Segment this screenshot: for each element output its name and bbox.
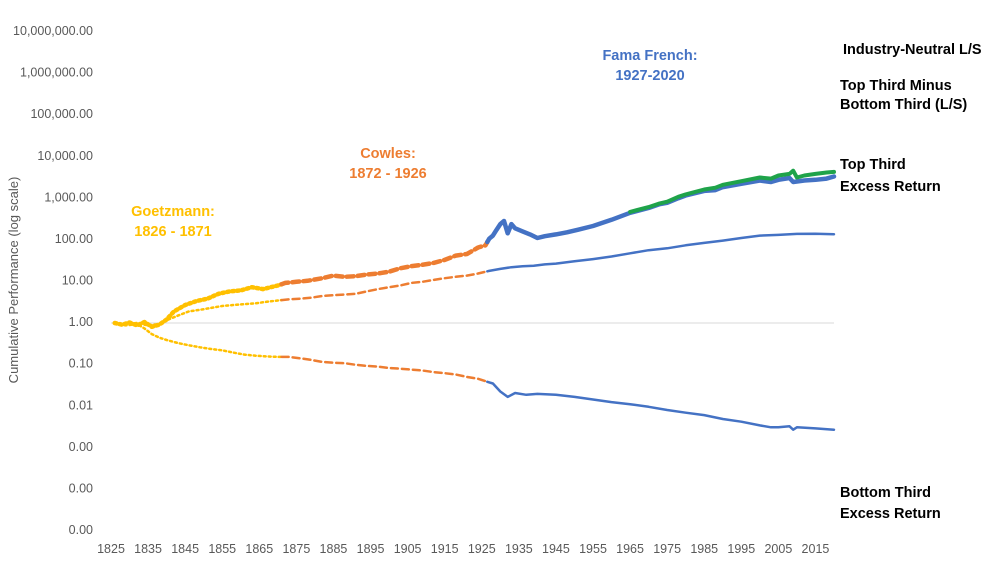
x-tick-label: 1875 (282, 542, 310, 556)
y-tick-label: 10.00 (62, 274, 93, 288)
series-bottom-third-excess-return (486, 380, 836, 431)
y-tick-label: 10,000.00 (37, 149, 93, 163)
x-tick-label: 1905 (394, 542, 422, 556)
y-tick-label: 0.00 (69, 523, 93, 537)
series-label: Top Third (840, 157, 906, 173)
series-top-third-excess-return (280, 270, 489, 302)
x-tick-label: 2005 (764, 542, 792, 556)
series-top-third-excess-return (113, 298, 283, 327)
x-tick-label: 1965 (616, 542, 644, 556)
x-tick-label: 1895 (357, 542, 385, 556)
x-tick-label: 1855 (208, 542, 236, 556)
y-tick-label: 0.00 (69, 440, 93, 454)
series-top-third-minus-bottom-third-l-s (112, 281, 284, 330)
x-tick-label: 1885 (320, 542, 348, 556)
x-tick-label: 1845 (171, 542, 199, 556)
x-tick-label: 1945 (542, 542, 570, 556)
era-label-name: Fama French: (602, 48, 697, 64)
x-tick-label: 1985 (690, 542, 718, 556)
x-tick-label: 1865 (245, 542, 273, 556)
era-label-years: 1927-2020 (615, 68, 684, 84)
x-tick-label: 1955 (579, 542, 607, 556)
y-tick-label: 10,000,000.00 (13, 24, 93, 38)
series-top-third-minus-bottom-third-l-s (279, 239, 490, 287)
series-top-third-minus-bottom-third-l-s (485, 174, 837, 245)
series-label: Industry-Neutral L/S (843, 42, 982, 58)
x-axis: 1825 1835 1845 1855 1865 1875 1885 1895 1905 1915… (97, 542, 829, 556)
series-label: Top Third Minus (840, 78, 952, 94)
x-tick-label: 1975 (653, 542, 681, 556)
y-tick-label: 100.00 (55, 232, 93, 246)
y-tick-label: 0.00 (69, 481, 93, 495)
x-tick-label: 1835 (134, 542, 162, 556)
y-tick-label: 0.01 (69, 398, 93, 412)
x-tick-label: 1825 (97, 542, 125, 556)
series-label: Bottom Third (L/S) (840, 97, 967, 113)
y-tick-label: 0.10 (69, 357, 93, 371)
y-tick-label: 1.00 (69, 315, 93, 329)
series-label: Bottom Third (840, 485, 931, 501)
era-label-years: 1872 - 1926 (349, 166, 426, 182)
series-label: Excess Return (840, 506, 941, 522)
series-top-third-excess-return (486, 232, 836, 273)
y-tick-label: 1,000.00 (44, 190, 93, 204)
era-label-name: Goetzmann: (131, 204, 215, 220)
x-tick-label: 2015 (802, 542, 830, 556)
annotations: Goetzmann: 1826 - 1871 Cowles: 1872 - 1926 F… (131, 42, 982, 522)
y-axis-label: Cumulative Performance (log scale) (6, 177, 21, 384)
x-tick-label: 1935 (505, 542, 533, 556)
era-label-years: 1826 - 1871 (134, 224, 211, 240)
y-tick-label: 1,000,000.00 (20, 66, 93, 80)
x-tick-label: 1925 (468, 542, 496, 556)
y-tick-label: 100,000.00 (30, 107, 93, 121)
x-tick-label: 1915 (431, 542, 459, 556)
x-tick-label: 1995 (727, 542, 755, 556)
era-label-name: Cowles: (360, 146, 416, 162)
plot-area (112, 168, 837, 431)
y-axis: 10,000,000.00 1,000,000.00 100,000.00 10,00… (13, 24, 93, 537)
series-bottom-third-excess-return (280, 355, 489, 384)
series-industry-neutral-l-s (628, 168, 836, 214)
series-bottom-third-excess-return (113, 322, 283, 359)
series-label: Excess Return (840, 179, 941, 195)
